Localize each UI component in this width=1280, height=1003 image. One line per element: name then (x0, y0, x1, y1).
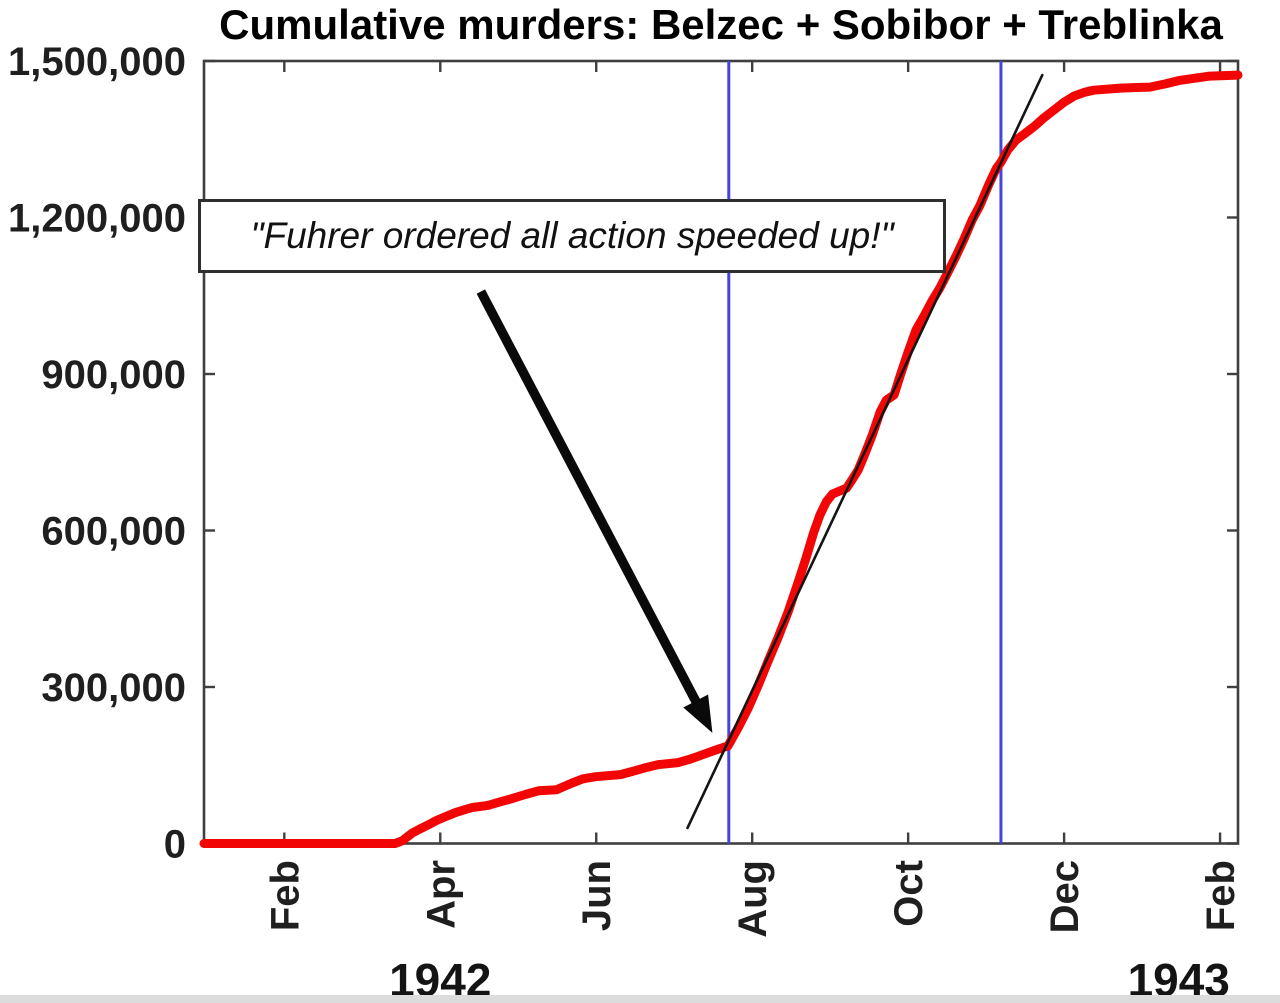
plot-frame (202, 59, 1240, 845)
cumulative-murders-line (199, 70, 1243, 848)
scan-edge-strip (0, 995, 1280, 1003)
annotation-text: "Fuhrer ordered all action speeded up!" (250, 215, 894, 256)
y-tick-label: 600,000 (41, 510, 186, 554)
y-tick-label: 0 (164, 823, 186, 867)
x-tick-label: Dec (1043, 860, 1087, 933)
x-tick-label: Oct (887, 860, 931, 927)
x-tick-label: Feb (263, 860, 307, 931)
annotation-arrow-head (683, 694, 713, 733)
annotation-box: "Fuhrer ordered all action speeded up!" (198, 199, 946, 273)
chart-title: Cumulative murders: Belzec + Sobibor + T… (219, 1, 1223, 48)
x-tick-label: Aug (731, 860, 775, 938)
x-tick-label: Feb (1199, 860, 1243, 931)
y-tick-label: 300,000 (41, 666, 186, 710)
trend-line-line (686, 73, 1044, 830)
year-label-1943: 1943 (1127, 954, 1230, 1003)
year-label-1942: 1942 (389, 954, 492, 1003)
x-tick-label: Apr (419, 860, 463, 929)
annotation-arrow-shaft (476, 289, 703, 709)
y-tick-label: 1,500,000 (8, 40, 186, 84)
x-tick-label: Jun (575, 860, 619, 931)
y-tick-label: 900,000 (41, 353, 186, 397)
y-tick-label: 1,200,000 (8, 197, 186, 241)
